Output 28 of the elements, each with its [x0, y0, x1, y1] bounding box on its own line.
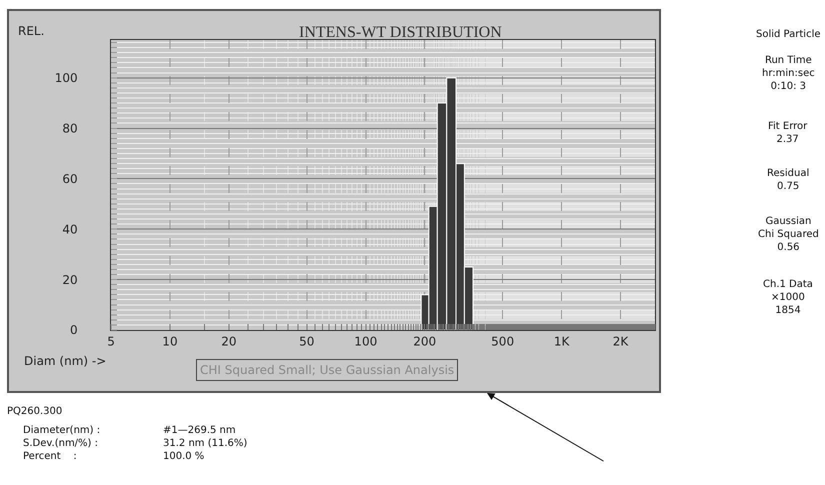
text: Solid Particle — [756, 29, 820, 40]
x-tick-label: 20 — [221, 334, 237, 348]
x-tick-label: 2K — [612, 334, 630, 348]
text: PQ260.300 — [7, 406, 62, 417]
text: Ch.1 Data ×1000 1854 — [763, 279, 813, 316]
text: Fit Error 2.37 — [768, 121, 808, 145]
x-tick-label: 5 — [107, 334, 115, 348]
y-tick-label: 80 — [62, 121, 78, 136]
text: Diameter(nm) : S.Dev.(nm/%) : Percent : — [23, 425, 100, 462]
x-tick-label: 100 — [354, 334, 378, 348]
text: #1—269.5 nm 31.2 nm (11.6%) 100.0 % — [163, 425, 248, 462]
text: Residual 0.75 — [767, 168, 810, 192]
y-axis-title: REL. — [18, 24, 44, 38]
text: CHI Squared Small; Use Gaussian Analysis — [200, 363, 454, 377]
y-tick-label: 0 — [70, 323, 78, 338]
x-tick-label: 500 — [491, 334, 514, 348]
x-tick-label: 50 — [299, 334, 314, 348]
x-tick-label: 10 — [162, 334, 178, 348]
y-tick-label: 100 — [54, 71, 78, 86]
text: Run Time hr:min:sec 0:10: 3 — [762, 55, 815, 92]
chart-title: INTENS-WT DISTRIBUTION — [299, 24, 502, 41]
y-tick-label: 60 — [62, 172, 78, 186]
text: Gaussian Chi Squared 0.56 — [758, 216, 819, 253]
y-tick-label: 40 — [62, 222, 78, 236]
y-tick-label: 20 — [62, 272, 78, 287]
x-tick-label: 1K — [554, 334, 570, 348]
x-tick-label: 200 — [413, 334, 436, 348]
x-axis-title: Diam (nm) -> — [24, 354, 106, 368]
